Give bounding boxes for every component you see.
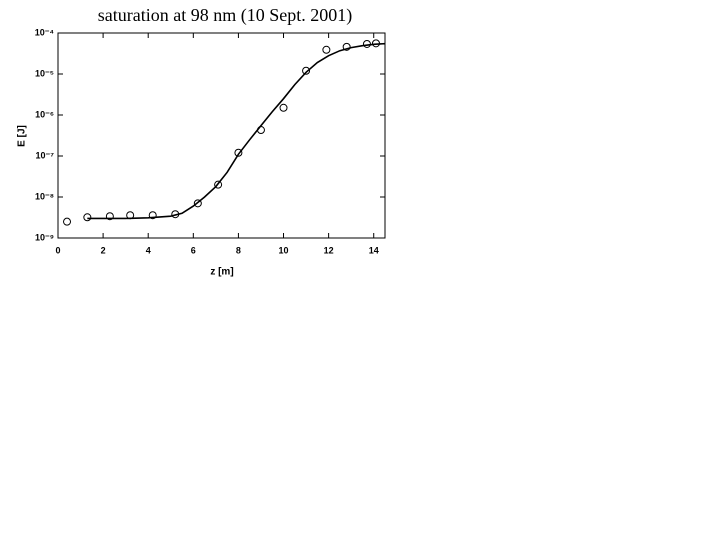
data-point: [279, 103, 288, 112]
x-tick-label: 12: [324, 245, 334, 255]
chart-title: saturation at 98 nm (10 Sept. 2001): [98, 5, 352, 26]
y-tick-label: 10⁻⁴: [35, 27, 54, 37]
data-point: [342, 42, 351, 51]
data-point: [63, 217, 72, 226]
y-tick-label: 10⁻⁵: [35, 68, 54, 78]
x-tick-label: 2: [101, 245, 106, 255]
x-axis-label: z [m]: [210, 267, 233, 278]
fit-curve: [87, 42, 386, 220]
data-point: [105, 212, 114, 221]
x-tick-label: 0: [55, 245, 60, 255]
data-point: [193, 199, 202, 208]
x-tick-label: 6: [191, 245, 196, 255]
y-tick-label: 10⁻⁶: [35, 109, 54, 119]
data-point: [362, 39, 371, 48]
x-tick-label: 10: [279, 245, 289, 255]
x-tick-label: 8: [236, 245, 241, 255]
y-tick-label: 10⁻⁸: [35, 191, 54, 201]
data-point: [214, 180, 223, 189]
data-point: [234, 148, 243, 157]
y-axis-label: E [J]: [17, 125, 28, 147]
data-point: [83, 213, 92, 222]
data-point: [322, 45, 331, 54]
data-point: [148, 211, 157, 220]
y-tick-label: 10⁻⁷: [36, 150, 55, 160]
x-tick-label: 4: [146, 245, 151, 255]
data-point: [302, 66, 311, 75]
y-tick-label: 10⁻⁹: [35, 232, 54, 242]
x-tick-label: 14: [369, 245, 379, 255]
plot-frame: [57, 32, 386, 239]
